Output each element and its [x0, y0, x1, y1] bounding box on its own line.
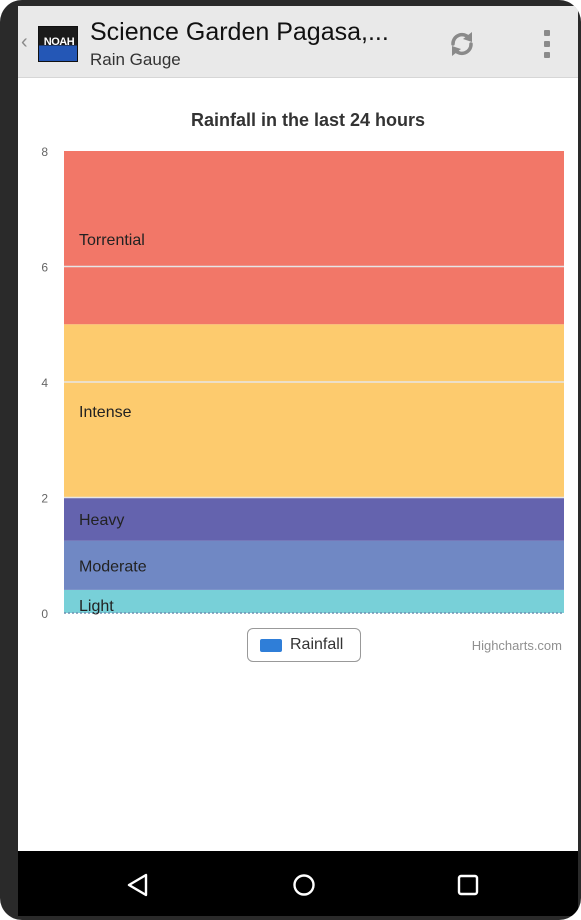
band-label-moderate: Moderate — [79, 558, 147, 575]
y-tick-label: 8 — [41, 145, 48, 159]
band-light — [64, 589, 564, 613]
y-tick-label: 4 — [41, 376, 48, 390]
y-tick-label: 0 — [41, 607, 48, 621]
home-icon — [293, 874, 315, 896]
band-label-light: Light — [79, 598, 114, 615]
app-logo-text: NOAH — [43, 36, 75, 48]
band-moderate — [64, 540, 564, 590]
menu-dot-icon — [544, 52, 550, 58]
band-intense — [64, 324, 564, 498]
app-bar: ‹ NOAH Science Garden Pagasa,... Rain Ga… — [18, 6, 578, 78]
legend-label: Rainfall — [290, 636, 344, 653]
legend-item-rainfall[interactable]: Rainfall — [247, 628, 361, 662]
legend-swatch — [260, 638, 282, 652]
band-label-intense: Intense — [79, 404, 132, 421]
chart-credits[interactable]: Highcharts.com — [471, 638, 562, 653]
recents-icon — [457, 874, 479, 896]
back-chevron-icon[interactable]: ‹ — [21, 31, 28, 53]
band-label-torrential: Torrential — [79, 232, 145, 249]
chart-title: Rainfall in the last 24 hours — [190, 110, 426, 130]
refresh-button[interactable] — [442, 24, 482, 64]
refresh-icon — [451, 32, 473, 56]
app-logo[interactable]: NOAH — [38, 26, 78, 62]
band-torrential — [64, 151, 564, 325]
overflow-menu-button[interactable] — [533, 24, 561, 64]
navigation-bar — [18, 851, 578, 916]
back-icon — [127, 873, 148, 897]
y-tick-label: 6 — [41, 261, 48, 275]
nav-back-button[interactable] — [116, 863, 160, 907]
menu-dot-icon — [544, 41, 550, 47]
app-subtitle: Rain Gauge — [90, 50, 181, 69]
nav-recents-button[interactable] — [446, 863, 490, 907]
rainfall-chart: Light Moderate Heavy Intense Torrential 0 2 4 6 8 — [41, 145, 564, 621]
app-title: Science Garden Pagasa,... — [90, 18, 389, 46]
y-tick-label: 2 — [41, 492, 48, 506]
nav-home-button[interactable] — [282, 863, 326, 907]
screen: ‹ NOAH Science Garden Pagasa,... Rain Ga… — [18, 6, 578, 916]
band-heavy — [64, 497, 564, 541]
menu-dot-icon — [544, 30, 550, 36]
band-label-heavy: Heavy — [79, 512, 124, 529]
